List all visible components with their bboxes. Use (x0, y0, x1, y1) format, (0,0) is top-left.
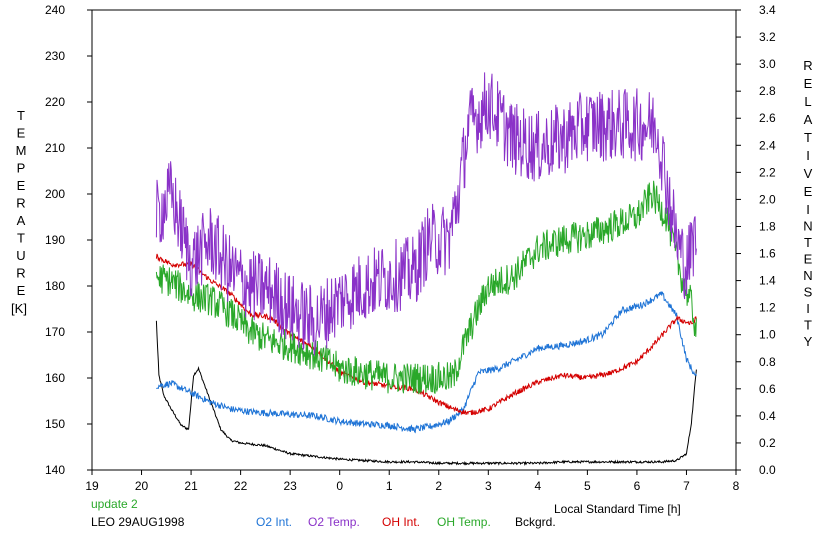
x-tick-label: 21 (184, 479, 198, 493)
y-right-label-letter: T (804, 318, 812, 333)
y-right-label-letter: T (804, 235, 812, 250)
y-left-label-letter: M (16, 143, 27, 158)
y-left-label-letter: P (17, 161, 26, 176)
y-right-label-letter: L (804, 94, 811, 109)
legend-entry: O2 Temp. (308, 515, 360, 529)
x-tick-label: 0 (336, 479, 343, 493)
x-tick-label: 1 (386, 479, 393, 493)
y-left-label-letter: E (17, 178, 26, 193)
y-left-tick-label: 220 (45, 95, 65, 109)
y-right-tick-label: 0.8 (759, 355, 776, 369)
y-left-label-letter: U (16, 248, 25, 263)
legend-entry: Bckgrd. (515, 515, 556, 529)
legend: O2 Int. O2 Temp. OH Int. OH Temp. Bckgrd. (256, 515, 556, 529)
y-right-tick-label: 0.2 (759, 436, 776, 450)
series-line-bckgrd (155, 320, 697, 466)
y-right-label-letter: E (804, 76, 813, 91)
y-left-unit-label: [K] (11, 301, 27, 316)
legend-entry: O2 Int. (256, 515, 292, 529)
axis-ticks: 19 20 21 22 23 0 1 2 3 4 5 6 7 8140150160170180190200… (45, 3, 776, 493)
station-date-label: LEO 29AUG1998 (91, 515, 185, 529)
plot-area (91, 9, 737, 471)
y-right-label-letter: I (806, 301, 810, 316)
series-line-o2-int (156, 291, 697, 434)
legend-entry: OH Int. (382, 515, 420, 529)
series-line-oh-int (155, 253, 697, 416)
series-line-oh-temp (155, 180, 697, 395)
y-right-tick-label: 0.0 (759, 463, 776, 477)
y-left-tick-label: 230 (45, 49, 65, 63)
y-left-label-letter: E (17, 283, 26, 298)
y-right-tick-label: 0.4 (759, 409, 776, 423)
y-right-tick-label: 0.6 (759, 382, 776, 396)
x-tick-label: 5 (584, 479, 591, 493)
x-tick-label: 2 (435, 479, 442, 493)
y-right-tick-label: 2.2 (759, 165, 776, 179)
x-axis-label: Local Standard Time [h] (554, 502, 681, 516)
y-right-label-letter: I (806, 202, 810, 217)
y-left-label-letter: R (16, 196, 25, 211)
x-tick-label: 6 (634, 479, 641, 493)
y-left-tick-label: 180 (45, 279, 65, 293)
y-left-label-letter: E (17, 126, 26, 141)
y-left-label-letter: T (17, 108, 25, 123)
x-tick-label: 3 (485, 479, 492, 493)
y-right-label-letter: A (804, 112, 813, 127)
y-left-label-letter: T (17, 231, 25, 246)
x-tick-label: 8 (733, 479, 740, 493)
y-left-tick-label: 210 (45, 141, 65, 155)
x-tick-label: 19 (85, 479, 99, 493)
y-left-label-letter: A (17, 213, 26, 228)
y-right-tick-label: 3.0 (759, 57, 776, 71)
y-right-tick-label: 2.8 (759, 84, 776, 98)
x-tick-label: 23 (283, 479, 297, 493)
y-right-tick-label: 1.4 (759, 274, 776, 288)
y-right-tick-label: 1.8 (759, 219, 776, 233)
y-left-tick-label: 240 (45, 3, 65, 17)
y-right-label-letter: S (804, 285, 813, 300)
y-right-label-letter: N (803, 219, 812, 234)
series-layer (155, 72, 697, 466)
y-right-label-letter: T (804, 130, 812, 145)
x-tick-label: 22 (234, 479, 248, 493)
y-left-tick-label: 200 (45, 187, 65, 201)
y-right-tick-label: 2.4 (759, 138, 776, 152)
y-right-label-letter: N (803, 268, 812, 283)
y-right-label-letter: Y (804, 334, 813, 349)
legend-entry: OH Temp. (437, 515, 491, 529)
x-tick-label: 20 (135, 479, 149, 493)
y-right-tick-label: 1.2 (759, 301, 776, 315)
y-right-tick-label: 1.0 (759, 328, 776, 342)
y-right-tick-label: 3.2 (759, 30, 776, 44)
y-right-tick-label: 1.6 (759, 247, 776, 261)
y-left-tick-label: 190 (45, 233, 65, 247)
x-tick-label: 7 (683, 479, 690, 493)
y-right-label-letter: E (804, 252, 813, 267)
y-right-label-letter: I (806, 148, 810, 163)
y-left-tick-label: 160 (45, 371, 65, 385)
y-left-tick-label: 140 (45, 463, 65, 477)
y-right-label-letter: V (804, 166, 813, 181)
y-right-tick-label: 3.4 (759, 3, 776, 17)
x-tick-label: 4 (535, 479, 542, 493)
series-line-o2-temp (155, 72, 697, 356)
y-left-tick-label: 150 (45, 417, 65, 431)
y-left-tick-label: 170 (45, 325, 65, 339)
y-right-tick-label: 2.6 (759, 111, 776, 125)
y-right-tick-label: 2.0 (759, 192, 776, 206)
annotation-update: update 2 (91, 497, 138, 511)
y-right-label-letter: E (804, 184, 813, 199)
y-left-label-letter: R (16, 266, 25, 281)
y-right-label-letter: R (803, 58, 812, 73)
